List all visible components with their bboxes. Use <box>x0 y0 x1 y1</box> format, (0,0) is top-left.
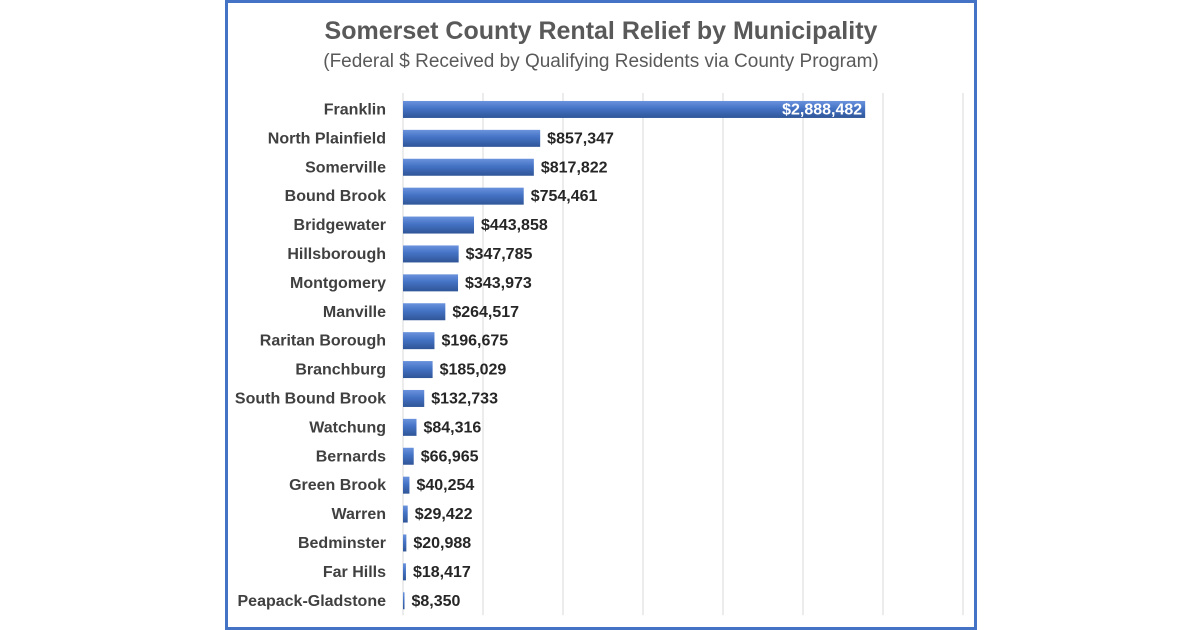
category-label: Somerville <box>305 159 386 176</box>
value-label: $185,029 <box>440 362 507 379</box>
value-label: $754,461 <box>531 188 598 205</box>
labels: Franklin $2,888,482 North Plainfield $857,3… <box>235 101 862 609</box>
category-label: Hillsborough <box>287 246 386 263</box>
category-label: Bound Brook <box>285 188 386 205</box>
value-label: $132,733 <box>431 390 498 407</box>
category-label: South Bound Brook <box>235 390 386 407</box>
value-label: $8,350 <box>412 593 461 610</box>
bar <box>403 187 524 205</box>
category-label: Peapack-Gladstone <box>238 593 387 610</box>
value-label: $443,858 <box>481 217 548 234</box>
category-label: Franklin <box>324 101 386 118</box>
category-label: Raritan Borough <box>260 333 386 350</box>
bar-chart: Franklin $2,888,482 North Plainfield $857,3… <box>235 93 964 616</box>
bar <box>403 129 541 147</box>
value-label: $343,973 <box>465 275 532 292</box>
bar <box>403 274 459 292</box>
bar <box>403 447 414 465</box>
bars <box>403 100 866 610</box>
value-label: $264,517 <box>452 304 519 321</box>
category-label: Green Brook <box>289 477 386 494</box>
category-label: Montgomery <box>290 275 386 292</box>
chart-frame: Somerset County Rental Relief by Municip… <box>225 0 977 630</box>
bar <box>403 592 405 610</box>
category-label: Far Hills <box>323 564 386 581</box>
chart-subtitle: (Federal $ Received by Qualifying Reside… <box>323 51 879 72</box>
value-label: $817,822 <box>541 159 608 176</box>
value-label: $18,417 <box>413 564 471 581</box>
bar <box>403 389 425 407</box>
gridlines <box>402 93 964 616</box>
category-label: Manville <box>323 304 386 321</box>
bar <box>403 100 866 118</box>
chart-title: Somerset County Rental Relief by Municip… <box>324 17 878 45</box>
bar <box>403 158 534 176</box>
value-label: $2,888,482 <box>782 101 862 118</box>
category-label: Bedminster <box>298 535 386 552</box>
category-label: Watchung <box>309 419 386 436</box>
bar <box>403 361 433 379</box>
bar <box>403 505 408 523</box>
category-label: North Plainfield <box>268 130 386 147</box>
value-label: $347,785 <box>466 246 533 263</box>
bar <box>403 476 410 494</box>
category-label: Bridgewater <box>294 217 386 234</box>
value-label: $20,988 <box>413 535 471 552</box>
bar <box>403 563 406 581</box>
bar <box>403 332 435 350</box>
value-label: $66,965 <box>421 448 479 465</box>
bar <box>403 216 475 234</box>
category-label: Bernards <box>316 448 386 465</box>
bar <box>403 534 407 552</box>
value-label: $40,254 <box>416 477 474 494</box>
category-label: Warren <box>331 506 386 523</box>
value-label: $196,675 <box>441 333 508 350</box>
value-label: $857,347 <box>547 130 614 147</box>
bar <box>403 245 459 263</box>
bar <box>403 303 446 321</box>
bar <box>403 418 417 436</box>
category-label: Branchburg <box>295 362 386 379</box>
value-label: $29,422 <box>415 506 473 523</box>
value-label: $84,316 <box>423 419 481 436</box>
